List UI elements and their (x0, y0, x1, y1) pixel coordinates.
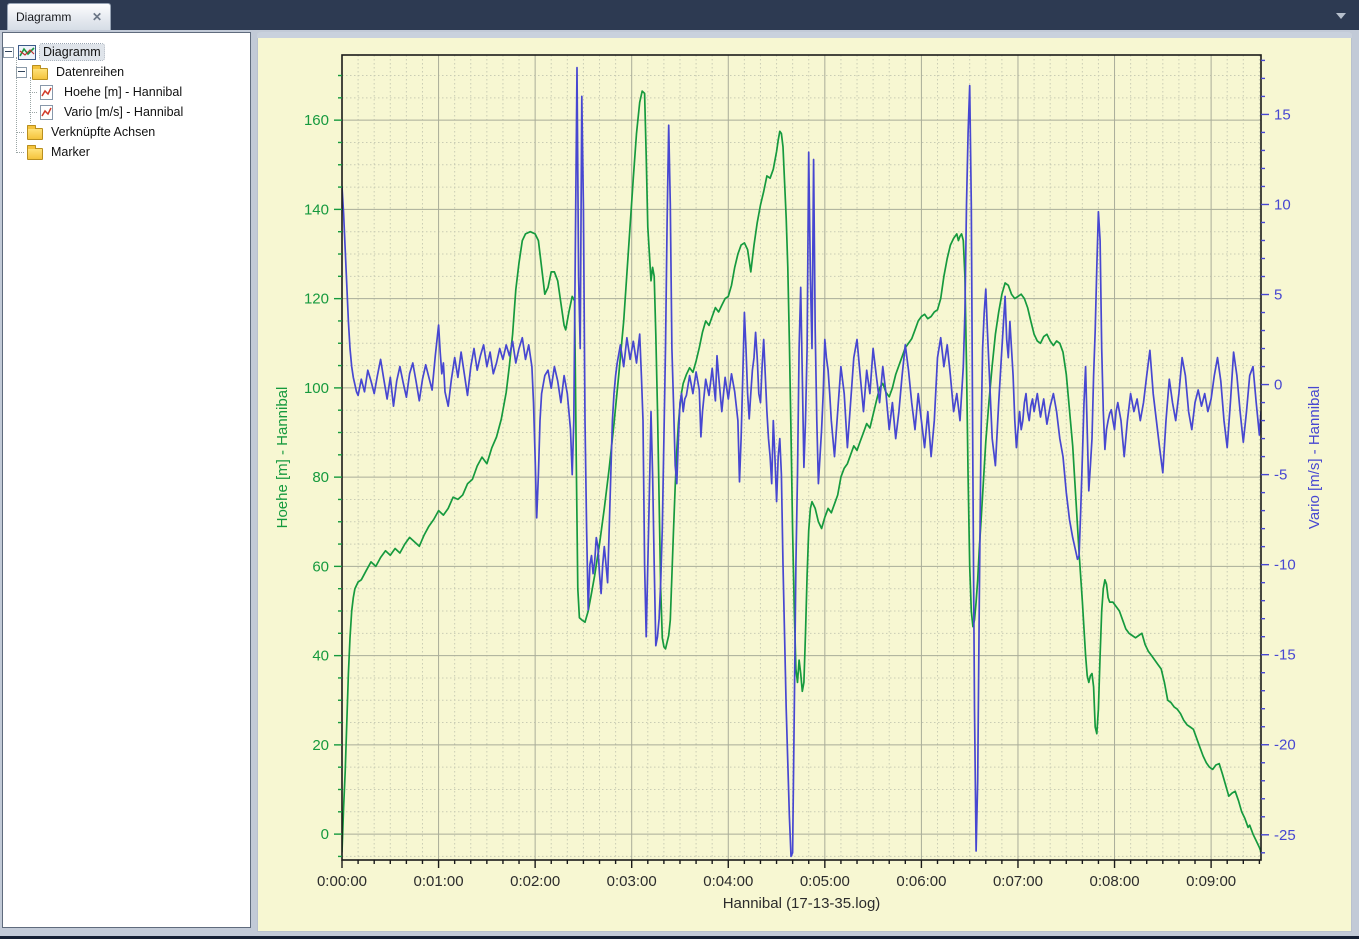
tab-close-icon[interactable]: ✕ (91, 10, 102, 24)
tree-item-datenreihen[interactable]: Datenreihen (3, 62, 250, 82)
collapse-expander-icon[interactable] (16, 66, 27, 78)
y-right-tick-label: -5 (1274, 467, 1287, 484)
y-right-tick-label: -20 (1274, 737, 1296, 754)
x-tick-label: 0:00:00 (317, 873, 367, 890)
y-left-tick-label: 140 (304, 201, 329, 218)
x-tick-label: 0:01:00 (414, 873, 464, 890)
project-tree: Diagramm Datenreihen Hoehe [m] - Hannibal V… (3, 33, 250, 162)
tab-label: Diagramm (16, 10, 72, 24)
y-left-tick-label: 120 (304, 291, 329, 308)
x-tick-label: 0:06:00 (896, 873, 946, 890)
series-icon (40, 104, 53, 120)
y-left-tick-label: 40 (312, 648, 329, 665)
diagram-chart[interactable]: 0 20 40 60 80 100 120 140 160 -25 -20 -15 -10 -5 0 5 10 1… (257, 38, 1352, 932)
y-left-tick-label: 160 (304, 112, 329, 129)
chart-panel: 0 20 40 60 80 100 120 140 160 -25 -20 -15 -10 -5 0 5 10 1… (257, 32, 1352, 932)
series-icon (40, 84, 53, 100)
major-grid (342, 55, 1261, 860)
tree-connector (16, 151, 24, 153)
tree-item-label: Verknüpfte Achsen (51, 125, 156, 139)
tree-item-label: Datenreihen (56, 65, 125, 79)
y-right-tick-label: -25 (1274, 827, 1296, 844)
tree-item-label: Marker (51, 145, 90, 159)
series-line-hoehe (342, 90, 1261, 853)
tree-connector (16, 131, 24, 133)
folder-icon (32, 64, 48, 80)
axis-ticks (334, 59, 1269, 868)
x-tick-label: 0:08:00 (1090, 873, 1140, 890)
tree-connector (16, 57, 17, 153)
y-right-tick-label: 10 (1274, 196, 1291, 213)
y-left-axis-title: Hoehe [m] - Hannibal (274, 387, 291, 529)
x-tick-label: 0:09:00 (1186, 873, 1236, 890)
tree-item-marker[interactable]: Marker (3, 142, 250, 162)
folder-icon (27, 144, 43, 160)
tree-item-label: Diagramm (39, 43, 105, 61)
minor-grid (342, 55, 1261, 860)
y-left-tick-label: 60 (312, 558, 329, 575)
tree-item-label: Vario [m/s] - Hannibal (64, 105, 184, 119)
tree-connector (29, 111, 37, 113)
y-right-tick-label: 0 (1274, 377, 1282, 394)
tree-item-diagramm[interactable]: Diagramm (3, 42, 250, 62)
project-tree-panel: Diagramm Datenreihen Hoehe [m] - Hannibal V… (2, 32, 251, 928)
plot-area[interactable] (342, 55, 1261, 860)
tree-connector (29, 91, 37, 93)
tree-item-verkn-pfte-achsen[interactable]: Verknüpfte Achsen (3, 122, 250, 142)
collapse-expander-icon[interactable] (3, 46, 14, 58)
y-right-tick-label: 5 (1274, 287, 1282, 304)
tab-overflow-icon[interactable] (1336, 13, 1346, 19)
x-tick-label: 0:04:00 (703, 873, 753, 890)
y-left-tick-label: 0 (321, 826, 329, 843)
y-left-tick-label: 100 (304, 380, 329, 397)
y-right-tick-label: 15 (1274, 106, 1291, 123)
plot-border (341, 54, 1262, 861)
x-tick-label: 0:03:00 (607, 873, 657, 890)
tree-connector (30, 77, 31, 123)
tree-item-label: Hoehe [m] - Hannibal (64, 85, 183, 99)
series-line-vario (342, 66, 1261, 858)
x-axis-title: Hannibal (17-13-35.log) (723, 895, 881, 912)
chart-icon (18, 44, 36, 60)
main-area: Diagramm Datenreihen Hoehe [m] - Hannibal V… (0, 30, 1359, 936)
y-right-tick-label: -10 (1274, 557, 1296, 574)
tree-item-hoehe-m-hannibal[interactable]: Hoehe [m] - Hannibal (3, 82, 250, 102)
y-left-tick-label: 20 (312, 737, 329, 754)
x-tick-label: 0:02:00 (510, 873, 560, 890)
tab-bar: Diagramm ✕ (0, 0, 1359, 30)
x-tick-label: 0:05:00 (800, 873, 850, 890)
y-left-tick-label: 80 (312, 469, 329, 486)
y-right-axis-title: Vario [m/s] - Hannibal (1306, 386, 1323, 529)
y-right-tick-label: -15 (1274, 647, 1296, 664)
folder-icon (27, 124, 43, 140)
panel-top-strip (257, 32, 1352, 38)
window-bottom-border (0, 936, 1359, 939)
tree-item-vario-m-s-hannibal[interactable]: Vario [m/s] - Hannibal (3, 102, 250, 122)
tab-diagramm[interactable]: Diagramm ✕ (7, 3, 111, 30)
x-tick-label: 0:07:00 (993, 873, 1043, 890)
